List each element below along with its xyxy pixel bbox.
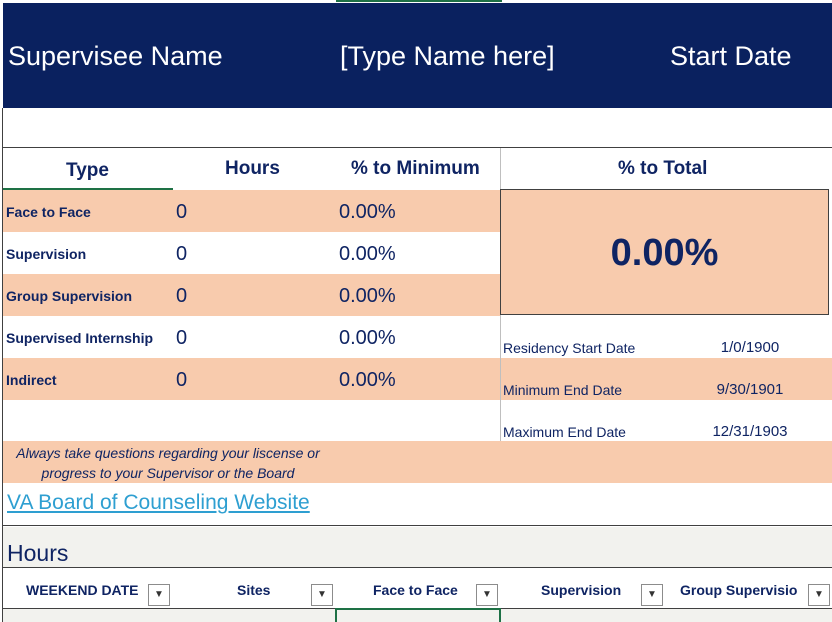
minimum-end-value[interactable]: 9/30/1901 [716,381,784,398]
date-fill-minimum [501,358,832,400]
note-fill [3,441,832,483]
supervisee-name-input[interactable]: [Type Name here] [340,41,555,71]
row-hours-indirect[interactable]: 0 [176,369,188,391]
summary-top-border [3,147,832,148]
col-header-type: Type [66,160,109,181]
col-header-pct-total: % to Total [618,158,708,179]
sheet-left-border [2,108,3,622]
board-website-link[interactable]: VA Board of Counseling Website [7,491,310,514]
top-gridline [0,0,832,3]
row-fill-indirect [3,358,500,400]
row-fill-group-supervision [3,274,500,316]
col-face-to-face: Face to Face [373,582,458,598]
pct-total-box [500,189,829,315]
chevron-down-icon: ▼ [154,589,164,600]
supervisee-name-label: Supervisee Name [8,41,223,71]
row-pct-group-supervision[interactable]: 0.00% [339,285,396,307]
row-type-supervised-internship: Supervised Internship [6,330,154,346]
row-type-indirect: Indirect [6,372,57,388]
row-hours-face-to-face[interactable]: 0 [176,201,188,223]
filter-weekend-date-button[interactable]: ▼ [148,584,170,606]
hours-section-border [3,525,832,526]
col-header-hours: Hours [225,158,280,179]
row-type-face-to-face: Face to Face [6,204,91,220]
selected-cell[interactable] [335,608,501,622]
chevron-down-icon: ▼ [317,589,327,600]
maximum-end-label: Maximum End Date [503,424,626,440]
row-hours-supervision[interactable]: 0 [176,243,188,265]
row-pct-supervised-internship[interactable]: 0.00% [339,327,396,349]
filter-group-supervision-button[interactable]: ▼ [808,584,830,606]
pct-total-value[interactable]: 0.00% [610,232,719,274]
selected-column-marker [336,0,502,2]
col-supervision: Supervision [541,582,622,598]
row-pct-supervision[interactable]: 0.00% [339,243,396,265]
filter-face-to-face-button[interactable]: ▼ [476,584,498,606]
filter-sites-button[interactable]: ▼ [311,584,333,606]
residency-start-value[interactable]: 1/0/1900 [720,339,780,356]
col-group-supervision: Group Supervisio [680,582,798,598]
col-sites: Sites [237,582,271,598]
start-date-label: Start Date [670,41,792,71]
maximum-end-value[interactable]: 12/31/1903 [712,423,788,440]
row-type-group-supervision: Group Supervision [6,288,133,304]
row-pct-face-to-face[interactable]: 0.00% [339,201,396,223]
header-banner [3,3,832,108]
type-header-underline [3,188,173,190]
guidance-note: Always take questions regarding your lis… [16,445,320,481]
hours-section-title: Hours [7,540,69,566]
row-type-supervision: Supervision [6,246,87,262]
chevron-down-icon: ▼ [482,589,492,600]
hours-table-top-border [3,567,832,568]
chevron-down-icon: ▼ [647,589,657,600]
row-fill-face-to-face [3,190,500,232]
chevron-down-icon: ▼ [814,589,824,600]
minimum-end-label: Minimum End Date [503,382,623,398]
hours-table-header [3,568,832,608]
col-header-pct-minimum: % to Minimum [351,158,480,179]
col-weekend-date: WEEKEND DATE [26,582,139,598]
filter-supervision-button[interactable]: ▼ [641,584,663,606]
row-hours-group-supervision[interactable]: 0 [176,285,188,307]
row-pct-indirect[interactable]: 0.00% [339,369,396,391]
residency-start-label: Residency Start Date [503,340,636,356]
row-hours-supervised-internship[interactable]: 0 [176,327,188,349]
